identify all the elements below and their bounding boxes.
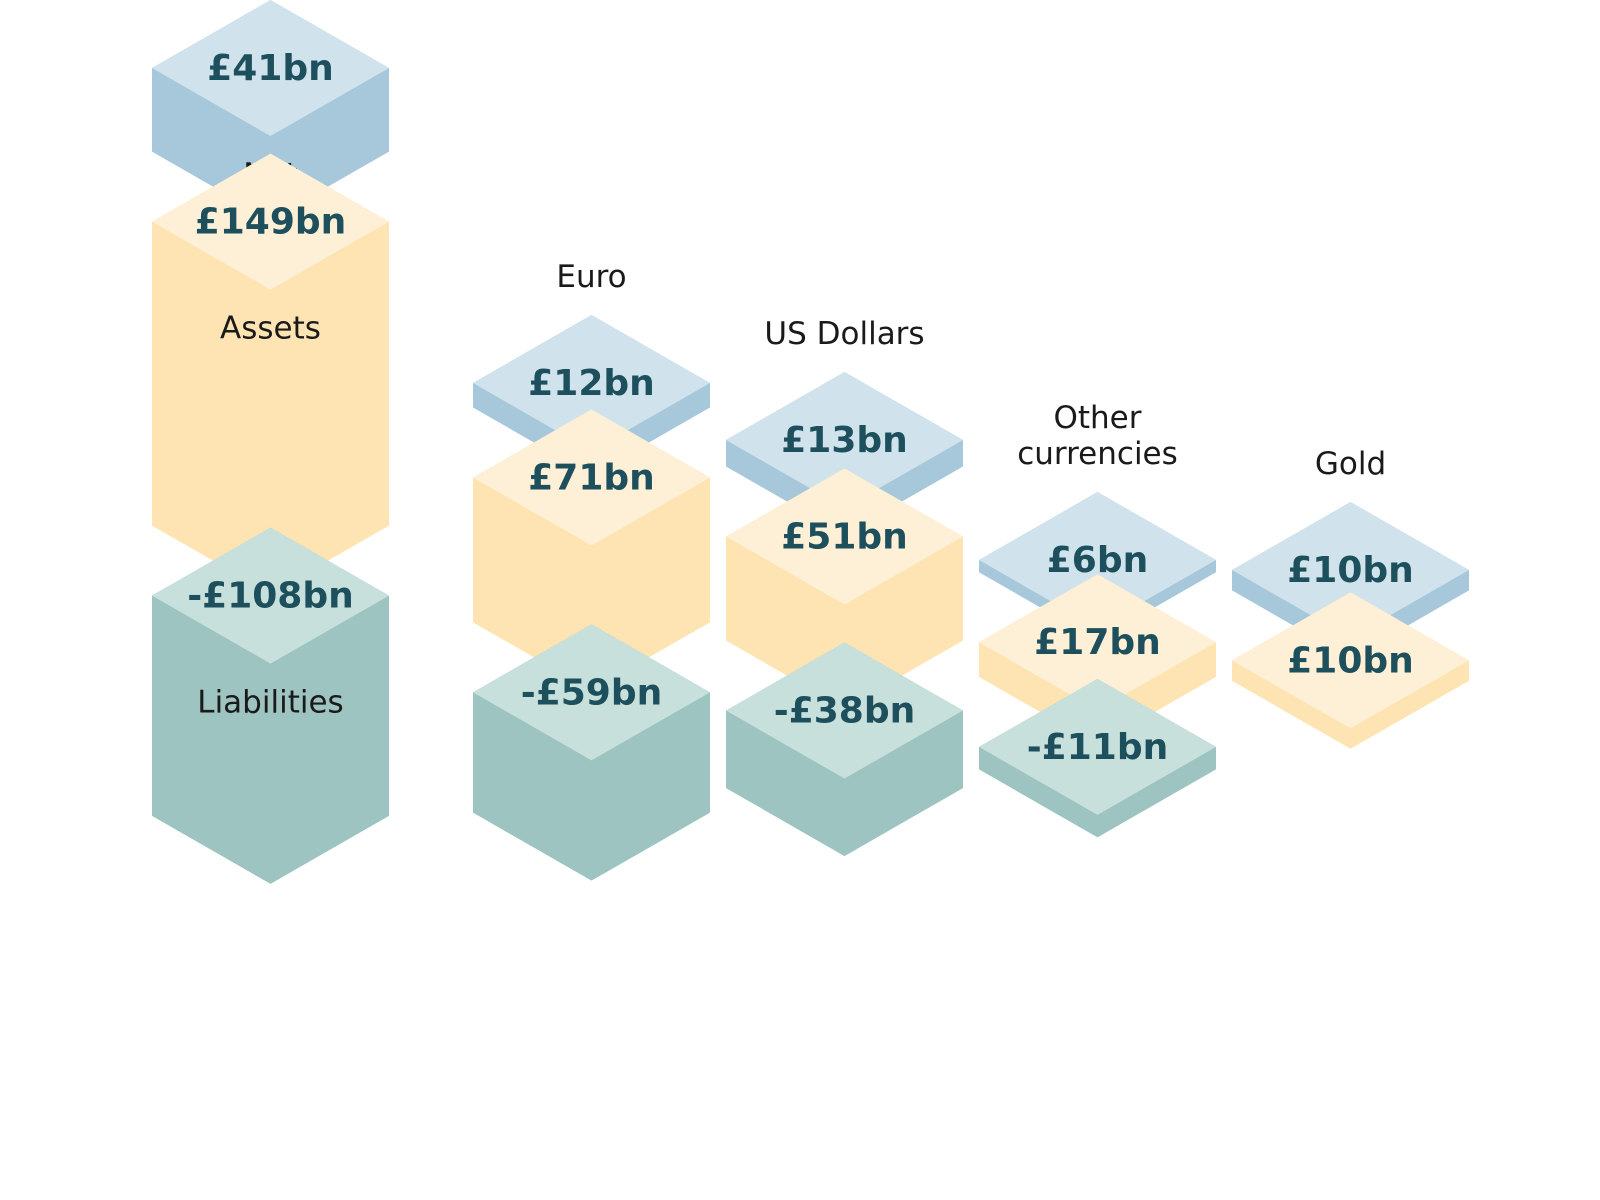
liabilities-value-label-3: -£11bn [1027,727,1169,768]
category-label-1-0: Euro [556,259,626,295]
net-block-1: £12bn [473,315,710,476]
assets-block-3: £17bn [979,574,1216,745]
assets-value-label-3: £17bn [1034,622,1161,663]
net-bar-top-1 [473,315,710,451]
assets-bar-top-0 [152,153,389,290]
net-block-0: £41bnNet [152,0,389,220]
liabilities-value-label-1: -£59bn [521,672,663,713]
net-block-2: £13bn [726,372,963,535]
assets-bar-top-4 [1232,592,1469,729]
assets-block-4: £10bn [1232,592,1469,749]
assets-block-2: £51bn [726,468,963,709]
assets-value-label-1: £71bn [528,457,655,498]
liabilities-block-1: -£59bn [473,624,710,881]
liabilities-block-3: -£11bn [979,678,1216,838]
net-bar-top-4 [1232,502,1469,638]
category-label-3-0: Other [1053,400,1141,436]
liabilities-value-label-2: -£38bn [774,691,916,732]
net-value-label-4: £10bn [1287,550,1414,591]
liabilities-bar-top-1 [473,624,710,761]
net-value-label-3: £6bn [1047,540,1149,581]
category-label-2-0: US Dollars [764,316,924,352]
assets-bar-0 [152,153,389,594]
net-value-label-1: £12bn [528,363,655,404]
liabilities-block-2: -£38bn [726,642,963,857]
net-value-label-0: £41bn [207,48,334,89]
assets-series-label: Assets [220,311,321,347]
assets-value-label-0: £149bn [195,202,347,243]
liabilities-block-0: -£108bn Liabilities [152,527,389,884]
assets-bar-top-2 [726,468,963,605]
liabilities-series-label: Liabilities [197,685,343,721]
assets-value-label-4: £10bn [1287,640,1414,681]
assets-bar-top-1 [473,409,710,546]
category-label-3-1: currencies [1017,436,1178,472]
assets-value-label-2: £51bn [781,517,908,558]
liabilities-bar-top-0 [152,527,389,664]
net-value-label-2: £13bn [781,420,908,461]
liabilities-value-label-0: -£108bn [187,576,354,617]
liabilities-bar-top-2 [726,642,963,779]
net-bar-top-0 [152,0,389,136]
assets-bar-top-3 [979,574,1216,711]
net-bar-top-2 [726,372,963,508]
net-block-4: £10bn [1232,502,1469,659]
assets-block-1: £71bn [473,409,710,691]
assets-block-0: £149bn Assets [152,153,389,594]
net-block-3: £6bn [979,492,1216,641]
category-label-4-0: Gold [1315,446,1386,482]
net-bar-top-3 [979,492,1216,628]
liabilities-bar-top-3 [979,678,1216,815]
